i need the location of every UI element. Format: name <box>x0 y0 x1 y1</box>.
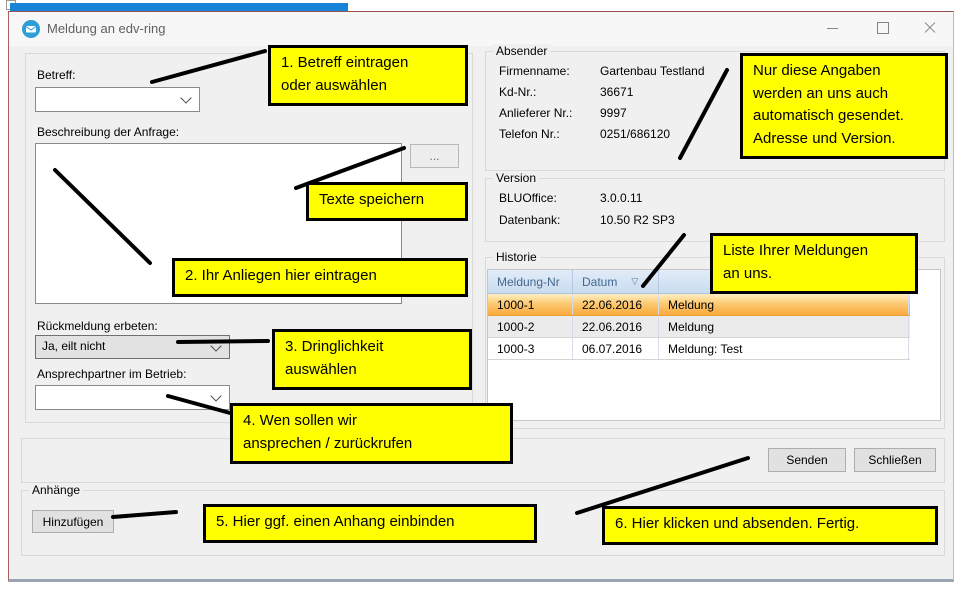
rueckmeldung-label: Rückmeldung erbeten: <box>37 319 158 333</box>
chevron-down-icon <box>210 390 222 402</box>
beschreibung-label: Beschreibung der Anfrage: <box>37 125 180 139</box>
version-row-bluoffice: BLUOffice: 3.0.0.11 <box>499 191 643 205</box>
annotation-anhang: 5. Hier ggf. einen Anhang einbinden <box>203 504 537 543</box>
table-row[interactable]: 1000-2 22.06.2016 Meldung <box>488 316 910 338</box>
chevron-down-icon <box>180 92 192 104</box>
title-bar: Meldung an edv-ring <box>9 12 953 46</box>
historie-group: Historie Meldung-Nr Datum ▽ Betreff 1000… <box>485 250 945 429</box>
betreff-label: Betreff: <box>37 68 76 82</box>
annotation-betreff: 1. Betreff eintragen oder auswählen <box>268 45 468 106</box>
absender-row-kdnr: Kd-Nr.: 36671 <box>499 85 634 99</box>
annotation-ansprechpartner: 4. Wen sollen wir ansprechen / zurückruf… <box>230 403 513 464</box>
hinzufuegen-button[interactable]: Hinzufügen <box>32 510 114 533</box>
annotation-absender: Nur diese Angaben werden an uns auch aut… <box>740 53 948 159</box>
envelope-icon <box>22 20 40 38</box>
sort-descending-icon: ▽ <box>631 276 639 286</box>
version-row-datenbank: Datenbank: 10.50 R2 SP3 <box>499 213 675 227</box>
annotation-historie: Liste Ihrer Meldungen an uns. <box>710 233 918 294</box>
ansprechpartner-label: Ansprechpartner im Betrieb: <box>37 367 187 381</box>
anhaenge-title: Anhänge <box>29 483 84 497</box>
version-group: Version BLUOffice: 3.0.0.11 Datenbank: 10.… <box>485 171 945 242</box>
texte-speichern-button[interactable]: ... <box>410 144 459 168</box>
annotation-dringlichkeit: 3. Dringlichkeit auswählen <box>272 329 472 390</box>
column-header-datum[interactable]: Datum ▽ <box>573 270 659 293</box>
minimize-button[interactable] <box>811 12 853 44</box>
historie-title: Historie <box>493 250 540 264</box>
annotation-senden: 6. Hier klicken und absenden. Fertig. <box>602 506 938 545</box>
absender-title: Absender <box>493 44 551 58</box>
senden-button[interactable]: Senden <box>768 448 846 472</box>
close-button[interactable] <box>909 12 951 44</box>
table-row[interactable]: 1000-3 06.07.2016 Meldung: Test <box>488 338 910 360</box>
annotation-anliegen: 2. Ihr Anliegen hier eintragen <box>172 258 468 297</box>
rueckmeldung-combobox[interactable]: Ja, eilt nicht <box>35 335 230 359</box>
close-icon <box>924 22 936 34</box>
chevron-down-icon <box>210 340 222 352</box>
absender-row-telefon: Telefon Nr.: 0251/686120 <box>499 127 671 141</box>
betreff-combobox[interactable] <box>35 87 200 112</box>
absender-row-firmenname: Firmenname: Gartenbau Testland <box>499 64 705 78</box>
annotation-texte-speichern: Texte speichern <box>306 182 468 221</box>
historie-list: Meldung-Nr Datum ▽ Betreff 1000-1 22.06.… <box>487 269 941 421</box>
background-window-bar <box>10 3 348 11</box>
meldung-dialog: Meldung an edv-ring Betreff: Beschreibun… <box>8 11 954 582</box>
version-title: Version <box>493 171 540 185</box>
window-title: Meldung an edv-ring <box>47 21 166 36</box>
maximize-icon <box>877 22 889 34</box>
column-header-meldung-nr[interactable]: Meldung-Nr <box>488 270 573 293</box>
anhaenge-group: Anhänge Hinzufügen <box>21 483 945 556</box>
ansprechpartner-combobox[interactable] <box>35 385 230 410</box>
maximize-button[interactable] <box>862 12 904 44</box>
table-row[interactable]: 1000-1 22.06.2016 Meldung <box>488 294 910 316</box>
minimize-icon <box>826 27 838 29</box>
schliessen-button[interactable]: Schließen <box>854 448 936 472</box>
absender-row-anlieferer: Anlieferer Nr.: 9997 <box>499 106 627 120</box>
